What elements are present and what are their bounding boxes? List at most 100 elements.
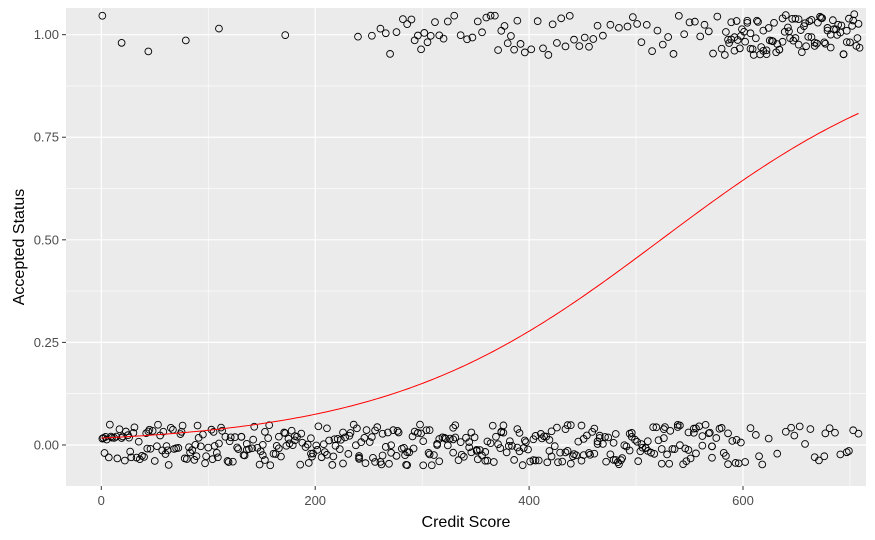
data-point — [371, 458, 379, 466]
data-point — [208, 455, 217, 464]
data-point — [533, 17, 542, 26]
data-point — [154, 420, 162, 429]
logistic-fit-curve — [101, 112, 859, 439]
data-point — [478, 28, 486, 37]
data-point — [265, 421, 274, 430]
data-point — [183, 455, 191, 463]
data-point — [228, 457, 237, 466]
data-point — [159, 427, 168, 436]
data-point — [433, 441, 441, 449]
data-point — [570, 450, 578, 458]
data-point — [435, 457, 444, 466]
data-point — [751, 34, 760, 43]
data-point — [682, 457, 691, 466]
data-point — [713, 12, 722, 21]
data-point — [708, 442, 716, 451]
data-point — [394, 428, 403, 437]
data-point — [807, 16, 816, 24]
data-point — [805, 17, 814, 26]
data-point — [378, 429, 387, 438]
data-point — [457, 450, 466, 459]
data-point — [577, 456, 586, 465]
data-point — [691, 17, 699, 26]
data-point — [753, 16, 761, 25]
data-point — [708, 453, 716, 462]
data-point — [561, 425, 570, 433]
data-point — [255, 460, 264, 469]
data-point — [665, 459, 674, 468]
data-point — [450, 11, 459, 20]
data-point — [426, 31, 435, 40]
data-point — [325, 436, 333, 445]
data-point — [642, 20, 651, 29]
data-point — [818, 14, 827, 22]
data-point — [354, 32, 362, 41]
data-point — [586, 450, 594, 459]
data-point — [563, 447, 572, 455]
data-point — [482, 13, 491, 22]
data-point — [658, 40, 667, 49]
data-point — [743, 16, 752, 25]
data-point — [274, 444, 283, 453]
data-point — [641, 444, 650, 452]
data-point — [304, 459, 313, 467]
data-point — [692, 449, 700, 458]
data-point — [494, 46, 502, 54]
plot-panel — [66, 8, 866, 486]
data-point — [288, 441, 297, 450]
data-point — [497, 428, 506, 437]
data-point — [218, 426, 227, 435]
data-point — [443, 441, 452, 450]
data-point — [789, 36, 798, 45]
data-point — [451, 433, 460, 442]
data-point — [215, 24, 223, 33]
data-point — [361, 459, 370, 467]
data-point — [296, 460, 305, 469]
data-point — [623, 22, 632, 31]
data-point — [120, 456, 129, 465]
data-point — [481, 456, 490, 465]
data-point — [504, 442, 513, 450]
data-point — [162, 442, 171, 450]
data-point — [572, 451, 581, 460]
data-point — [496, 444, 505, 452]
data-point — [389, 426, 398, 435]
data-point — [520, 48, 529, 57]
data-point — [601, 433, 609, 441]
data-point — [731, 459, 740, 467]
data-point — [242, 439, 251, 448]
data-point — [787, 423, 795, 432]
data-point — [192, 452, 201, 461]
data-point — [403, 448, 412, 456]
data-point — [100, 449, 109, 457]
data-point — [376, 24, 385, 33]
data-point — [794, 15, 803, 24]
data-point — [696, 32, 705, 41]
data-point — [510, 45, 518, 54]
data-point — [513, 16, 522, 25]
data-point — [554, 458, 562, 467]
data-point — [545, 436, 554, 444]
data-point — [602, 457, 610, 466]
data-point — [248, 444, 256, 453]
data-point — [314, 422, 323, 431]
data-point — [381, 29, 390, 38]
data-point — [804, 32, 813, 41]
data-point — [488, 421, 497, 430]
data-point — [113, 454, 122, 463]
data-point — [301, 443, 310, 451]
data-point — [725, 39, 733, 47]
data-point — [590, 449, 599, 458]
data-point — [668, 445, 677, 453]
data-point — [538, 434, 546, 443]
data-point — [329, 452, 338, 461]
data-point — [657, 459, 666, 468]
data-point — [368, 31, 376, 40]
data-point — [618, 454, 627, 462]
data-point — [409, 444, 418, 453]
data-point — [423, 38, 432, 47]
data-point — [633, 20, 641, 28]
minor-gridlines — [66, 8, 866, 486]
x-tick-label: 400 — [518, 493, 540, 508]
data-point — [701, 420, 710, 429]
